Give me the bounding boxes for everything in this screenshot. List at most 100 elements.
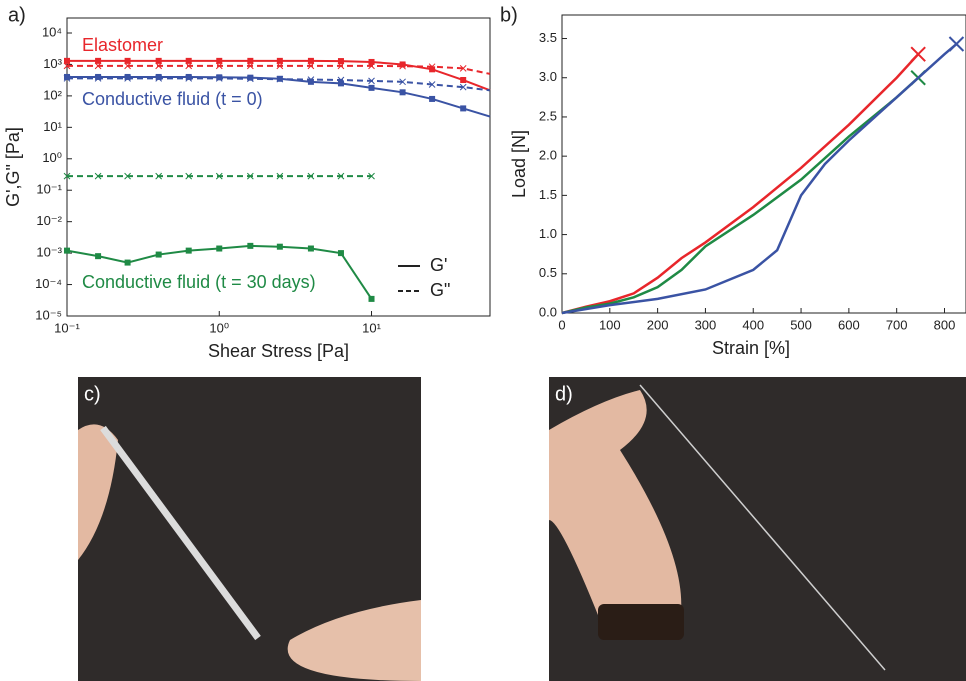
data-point (124, 259, 131, 266)
plot-frame (561, 14, 966, 314)
x-tick-label: 200 (647, 317, 669, 332)
data-point (95, 73, 102, 80)
data-point (185, 75, 193, 82)
data-point (185, 73, 192, 80)
series-line (561, 76, 920, 315)
data-point (124, 62, 131, 70)
data-point (185, 172, 193, 180)
data-point (155, 251, 162, 258)
plot-frame (66, 17, 491, 317)
data-point (459, 83, 467, 91)
data-point (368, 77, 375, 85)
panel-label: a) (8, 4, 26, 26)
data-point (155, 172, 163, 180)
data-point (337, 80, 344, 87)
data-point (337, 76, 345, 84)
data-point (337, 250, 344, 257)
data-point (429, 66, 436, 73)
panel-label: c) (84, 383, 101, 405)
data-point (368, 295, 375, 302)
y-tick-label: 10⁻³ (36, 245, 62, 260)
y-tick-label: 3.0 (539, 69, 557, 84)
x-tick-label: 300 (695, 317, 717, 332)
photo-d: d) (549, 377, 966, 681)
data-point (246, 75, 254, 83)
annotation: Elastomer (82, 35, 163, 55)
data-point (64, 57, 70, 64)
data-point (337, 58, 344, 65)
series-line (561, 53, 920, 315)
y-axis-label: Load [N] (509, 130, 529, 198)
y-tick-label: 0.0 (539, 304, 557, 319)
data-point (185, 57, 192, 64)
failure-point (948, 36, 965, 52)
y-tick-label: 10³ (43, 56, 62, 71)
y-tick-label: 2.5 (539, 108, 557, 123)
data-point (276, 75, 284, 83)
x-tick-label: 10¹ (362, 320, 381, 335)
data-point (64, 247, 70, 254)
hand (287, 600, 421, 681)
x-tick-label: 500 (790, 317, 812, 332)
data-point (307, 245, 314, 252)
data-point (247, 57, 254, 64)
data-point (460, 77, 467, 84)
y-tick-label: 10⁰ (42, 150, 62, 165)
data-point (276, 243, 283, 250)
failure-point (910, 46, 926, 62)
panel-label: b) (500, 4, 518, 26)
y-tick-label: 10⁻⁴ (35, 276, 62, 291)
data-point (307, 76, 315, 83)
watch (598, 604, 684, 640)
data-point (399, 62, 406, 70)
annotation: Conductive fluid (t = 0) (82, 89, 263, 109)
data-point (429, 95, 436, 102)
data-point (63, 172, 71, 180)
data-point (94, 62, 102, 70)
data-point (307, 78, 314, 85)
data-point (95, 57, 102, 64)
legend-label: G' (430, 255, 447, 275)
data-point (337, 172, 345, 180)
data-point (247, 74, 254, 81)
data-point (63, 62, 71, 70)
y-tick-label: 10⁻² (36, 213, 62, 228)
data-point (337, 62, 345, 70)
y-tick-label: 1.5 (539, 187, 557, 202)
data-point (428, 81, 436, 88)
data-point (124, 75, 131, 82)
data-point (307, 172, 315, 180)
data-point (63, 75, 71, 82)
y-tick-label: 2.0 (539, 148, 557, 163)
data-point (368, 58, 375, 65)
x-tick-label: 10⁻¹ (54, 320, 80, 335)
data-point (155, 62, 163, 70)
stretched-fiber (639, 384, 886, 671)
data-point (399, 78, 406, 86)
x-tick-label: 400 (742, 317, 764, 332)
data-point (155, 57, 162, 64)
data-point (185, 247, 192, 254)
data-point (216, 57, 223, 64)
x-tick-label: 10⁰ (209, 320, 229, 335)
data-point (460, 105, 467, 112)
data-point (368, 84, 375, 91)
data-point (399, 61, 406, 68)
data-point (276, 172, 284, 180)
x-tick-label: 800 (934, 317, 956, 332)
data-point (246, 172, 254, 180)
data-point (216, 245, 223, 252)
data-point (368, 172, 375, 180)
data-point (155, 73, 162, 80)
data-point (185, 62, 193, 70)
series-line (561, 43, 958, 315)
data-point (276, 57, 283, 64)
x-tick-label: 0 (558, 317, 565, 332)
hand (78, 424, 118, 560)
x-tick-label: 600 (838, 317, 860, 332)
data-point (459, 65, 467, 72)
data-point (124, 172, 131, 180)
data-point (124, 73, 131, 80)
x-tick-label: 700 (886, 317, 908, 332)
y-tick-label: 0.5 (539, 265, 557, 280)
